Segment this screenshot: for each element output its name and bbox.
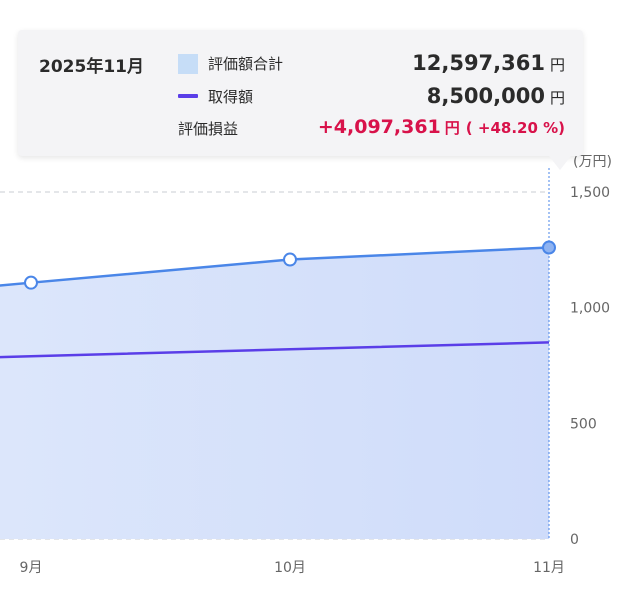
- y-tick-label: 1,000: [570, 301, 610, 317]
- x-tick-label: 9月: [20, 560, 43, 576]
- tooltip-row-cost: 取得額 8,500,000 円: [178, 84, 565, 108]
- valuation-value-group: 12,597,361 円: [412, 51, 565, 75]
- cost-label: 取得額: [208, 88, 254, 106]
- valuation-point-highlighted: [542, 240, 556, 255]
- cost-unit: 円: [549, 89, 565, 107]
- valuation-point: [24, 275, 38, 290]
- tooltip-row-valuation: 評価額合計 12,597,361 円: [178, 51, 565, 75]
- gain-value: +4,097,361: [317, 116, 441, 138]
- y-tick-label: 500: [570, 416, 597, 432]
- tooltip-row-gain: 評価損益 +4,097,361 円 ( +48.20 %): [178, 116, 565, 140]
- valuation-value: 12,597,361: [412, 51, 545, 75]
- gain-percent: ( +48.20 %): [465, 119, 565, 137]
- x-tick-label: 11月: [533, 560, 565, 576]
- valuation-legend-swatch: [178, 54, 198, 74]
- x-tick-label: 10月: [274, 560, 306, 576]
- valuation-unit: 円: [549, 56, 565, 74]
- tooltip-arrow: [549, 156, 571, 170]
- gain-value-group: +4,097,361 円 ( +48.20 %): [318, 116, 565, 138]
- valuation-point: [283, 252, 297, 267]
- valuation-label: 評価額合計: [208, 55, 284, 73]
- cost-legend-swatch: [178, 94, 198, 98]
- tooltip-date: 2025年11月: [39, 57, 144, 77]
- gain-unit: 円: [444, 119, 460, 137]
- cost-value: 8,500,000: [426, 84, 545, 108]
- valuation-line: [0, 246, 550, 287]
- y-axis-label: (万円): [573, 154, 612, 170]
- y-tick-label: 1,500: [570, 185, 610, 201]
- cost-line: [0, 341, 550, 359]
- valuation-area: [0, 247, 549, 539]
- tooltip: 2025年11月 評価額合計 12,597,361 円 取得額 8,500,000…: [18, 30, 583, 170]
- gain-label: 評価損益: [178, 120, 239, 138]
- y-tick-label: 0: [570, 532, 579, 548]
- cost-value-group: 8,500,000 円: [427, 84, 565, 108]
